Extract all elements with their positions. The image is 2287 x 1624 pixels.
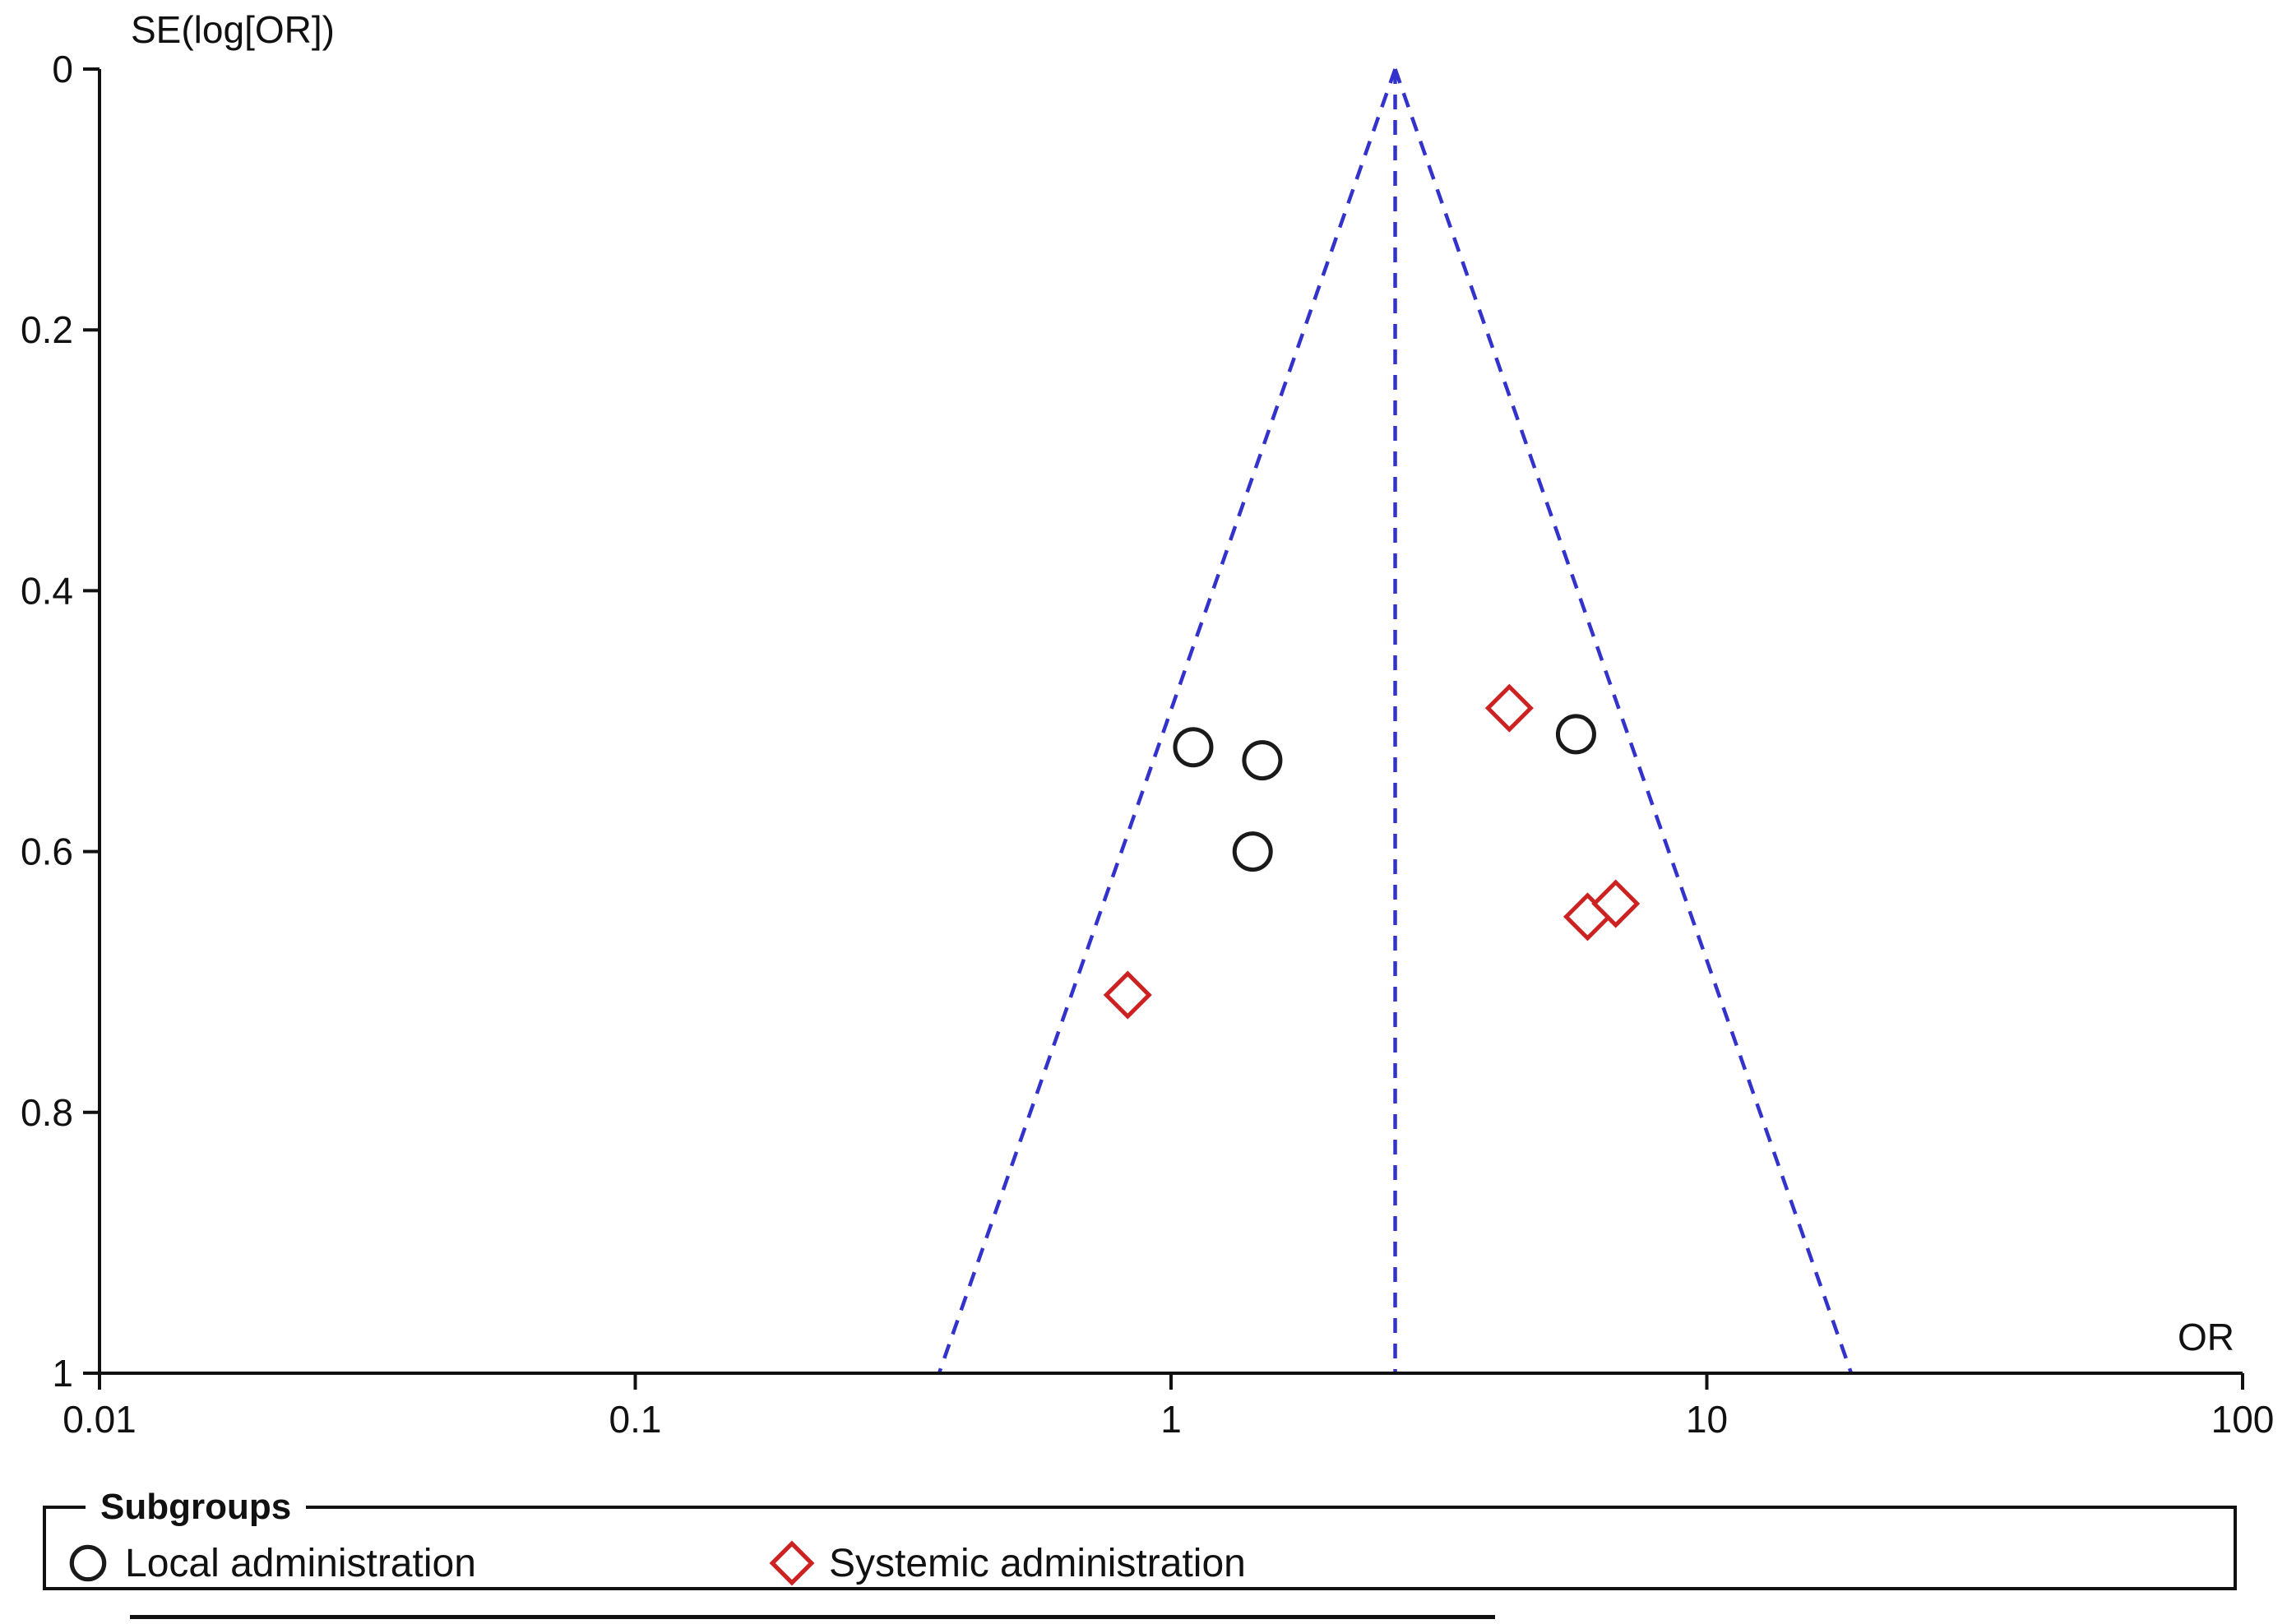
y-tick-label: 0.2 — [21, 308, 73, 351]
funnel-right-limit-line — [1393, 68, 1854, 1374]
x-tick-label: 100 — [2211, 1398, 2275, 1441]
circle-marker-icon — [69, 1544, 107, 1582]
data-point-systemic-administration — [1591, 879, 1641, 928]
data-point-systemic-administration — [1103, 970, 1152, 1020]
data-point-systemic-administration — [1484, 683, 1534, 733]
funnel-left-limit-line — [937, 68, 1397, 1374]
data-point-local-administration — [1242, 740, 1283, 781]
data-point-local-administration — [1555, 714, 1596, 755]
legend-item-local-administration: Local administration — [64, 1539, 768, 1587]
y-tick-label: 0.6 — [21, 831, 73, 873]
x-tick-label: 0.01 — [62, 1398, 137, 1441]
x-tick-label: 0.1 — [609, 1398, 662, 1441]
legend-item-systemic-administration: Systemic administration — [768, 1539, 1246, 1587]
data-point-local-administration — [1173, 727, 1214, 768]
legend-title: Subgroups — [100, 1487, 292, 1527]
y-axis-title: SE(log[OR]) — [131, 8, 335, 51]
bottom-divider-line — [130, 1615, 1495, 1619]
legend-items: Local administration Systemic administra… — [46, 1528, 2234, 1599]
x-tick-label: 1 — [1160, 1398, 1182, 1441]
y-tick-label: 0.8 — [21, 1091, 73, 1134]
diamond-marker-icon — [769, 1540, 815, 1586]
x-tick-label: 10 — [1686, 1398, 1728, 1441]
legend-label-systemic: Systemic administration — [829, 1541, 1246, 1585]
y-tick-label: 0 — [52, 48, 73, 90]
y-tick-label: 1 — [52, 1352, 73, 1395]
y-tick-label: 0.4 — [21, 569, 73, 612]
data-point-local-administration — [1232, 831, 1273, 872]
legend-label-local: Local administration — [125, 1541, 476, 1585]
legend-box: Subgroups Local administration Systemic … — [43, 1487, 2237, 1590]
x-axis-title: OR — [2178, 1316, 2234, 1358]
